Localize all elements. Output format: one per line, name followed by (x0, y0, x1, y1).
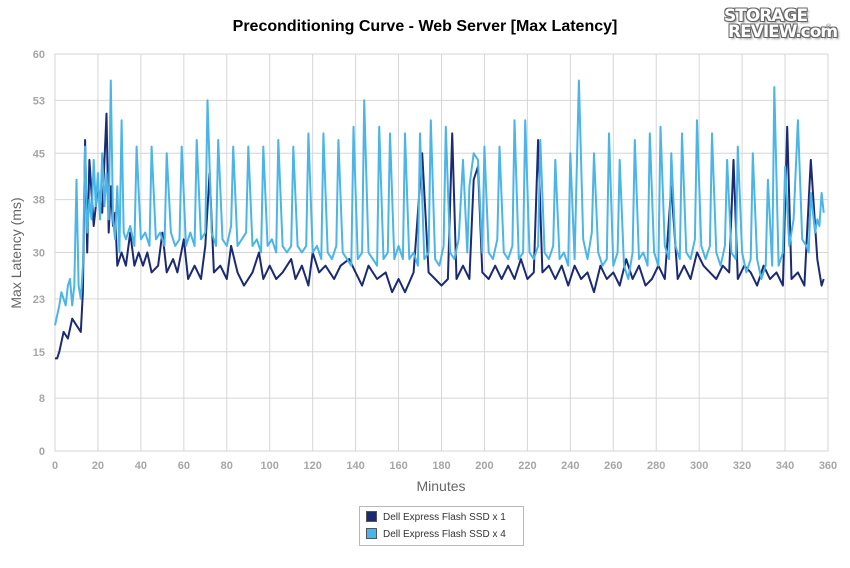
x-tick-label: 0 (52, 460, 58, 472)
series-line-1 (55, 112, 825, 360)
legend-swatch-series-1 (366, 511, 377, 522)
y-axis-ticks: 0 8 15 23 30 38 45 53 60 (33, 49, 45, 458)
storage-review-logo: STORAGE REVIEW.com ® (724, 6, 838, 44)
x-tick-label: 120 (303, 460, 321, 472)
y-tick-label: 53 (33, 95, 45, 107)
logo-registered-mark: ® (826, 24, 832, 31)
x-tick-label: 80 (221, 460, 233, 472)
logo-text-line1: STORAGE (724, 6, 808, 26)
x-tick-label: 160 (389, 460, 407, 472)
y-tick-label: 23 (33, 294, 45, 306)
legend-swatch-series-2 (366, 528, 377, 539)
x-tick-label: 100 (261, 460, 279, 472)
x-tick-label: 240 (561, 460, 579, 472)
x-tick-label: 340 (776, 460, 794, 472)
y-tick-label: 15 (33, 347, 45, 359)
legend-label-series-1: Dell Express Flash SSD x 1 (383, 512, 506, 523)
logo-text-line2: REVIEW.com (728, 22, 838, 42)
x-axis-ticks: 0 20 40 60 80 100 120 140 160 180 200 220 240 260 280 3… (52, 460, 837, 472)
x-tick-label: 40 (135, 460, 147, 472)
legend-label-series-2: Dell Express Flash SSD x 4 (383, 529, 506, 540)
x-tick-label: 280 (647, 460, 665, 472)
y-tick-label: 45 (33, 148, 45, 160)
y-axis-label: Max Latency (ms) (8, 197, 24, 308)
x-axis-label: Minutes (416, 478, 465, 494)
legend: Dell Express Flash SSD x 1 Dell Express … (359, 506, 524, 546)
legend-item-series-1: Dell Express Flash SSD x 1 (366, 510, 506, 526)
x-tick-label: 180 (432, 460, 450, 472)
x-tick-label: 220 (518, 460, 536, 472)
legend-item-series-2: Dell Express Flash SSD x 4 (366, 527, 506, 543)
y-tick-label: 0 (39, 446, 45, 458)
y-tick-label: 60 (33, 49, 45, 61)
x-tick-label: 320 (733, 460, 751, 472)
x-tick-label: 60 (178, 460, 190, 472)
x-tick-label: 20 (92, 460, 104, 472)
series-line-2 (54, 79, 825, 326)
y-tick-label: 8 (39, 393, 45, 405)
y-tick-label: 38 (33, 195, 45, 207)
series-lines (54, 79, 825, 360)
x-tick-label: 140 (346, 460, 364, 472)
x-tick-label: 260 (604, 460, 622, 472)
x-tick-label: 200 (475, 460, 493, 472)
x-tick-label: 300 (690, 460, 708, 472)
chart-title: Preconditioning Curve - Web Server [Max … (232, 18, 618, 35)
y-tick-label: 30 (33, 248, 45, 260)
x-tick-label: 360 (819, 460, 837, 472)
